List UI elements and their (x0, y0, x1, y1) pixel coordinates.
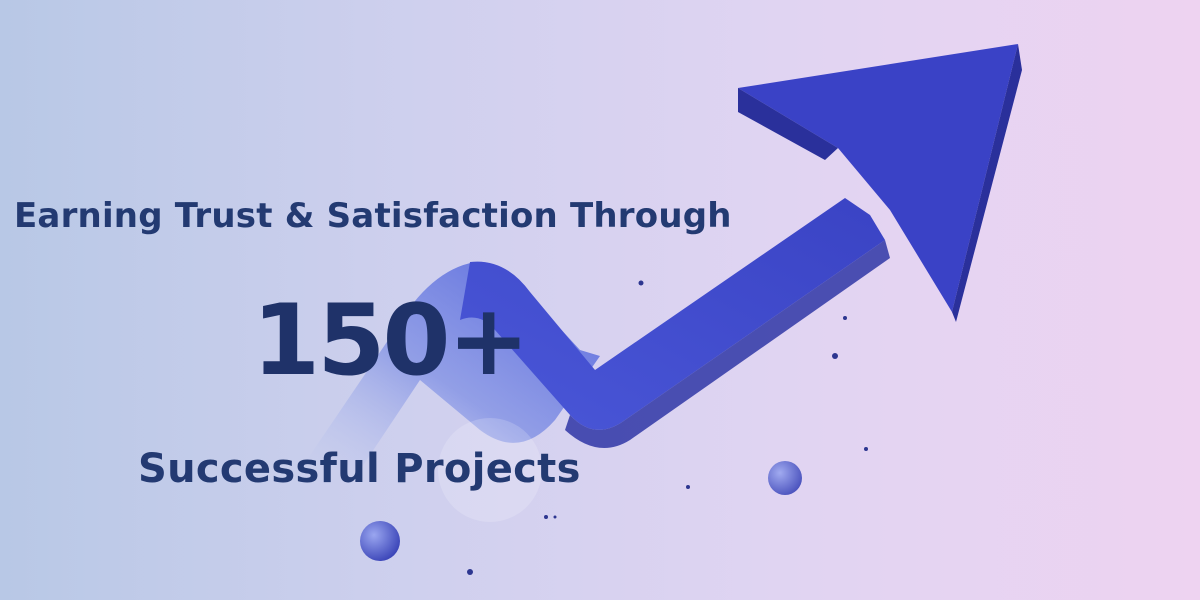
arrow-body-shadow (565, 240, 890, 448)
sphere-decoration (360, 521, 400, 561)
dot-decoration (843, 316, 847, 320)
dot-decoration (638, 280, 644, 286)
dot-decoration (553, 515, 557, 519)
sphere-decoration (768, 461, 802, 495)
bokeh-circle (438, 418, 542, 522)
dot-decoration (832, 353, 838, 359)
tagline: Successful Projects (138, 446, 581, 492)
dot-decoration (864, 447, 868, 451)
arrow-head (738, 44, 1018, 312)
dot-decoration (686, 485, 690, 489)
dot-decoration (544, 515, 548, 519)
arrow-head-edge (738, 88, 838, 160)
project-count: 150+ (252, 284, 530, 398)
arrow-head-side (952, 44, 1022, 322)
arrow-body (460, 198, 885, 430)
dot-decoration (467, 569, 473, 575)
headline: Earning Trust & Satisfaction Through (14, 196, 732, 236)
